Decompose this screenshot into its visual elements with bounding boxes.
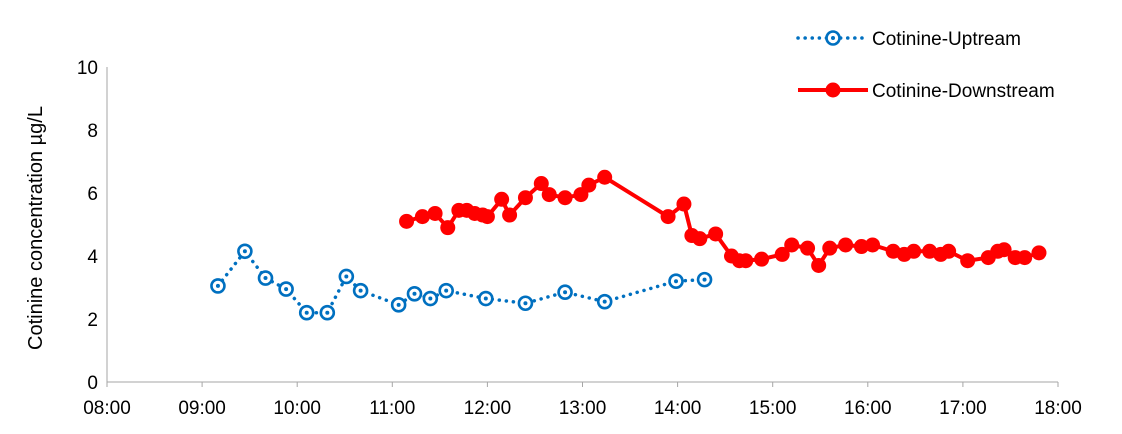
- y-tick-label: 2: [87, 310, 98, 331]
- legend-item: Cotinine-Downstream: [798, 81, 1055, 102]
- data-point: [406, 285, 423, 302]
- legend-item: Cotinine-Uptream: [796, 29, 1021, 50]
- data-point: [1017, 250, 1033, 266]
- data-point: [581, 177, 597, 193]
- data-point: [676, 196, 692, 212]
- data-point: [596, 293, 613, 310]
- x-tick-label: 17:00: [939, 398, 987, 419]
- data-point: [774, 246, 790, 262]
- data-point: [517, 190, 533, 206]
- data-point: [517, 295, 534, 312]
- data-point: [811, 257, 827, 273]
- y-tick-labels: 0 2 4 6 8 10: [77, 58, 99, 394]
- y-tick-label: 4: [87, 247, 98, 268]
- x-tick-label: 14:00: [654, 398, 702, 419]
- data-point: [557, 284, 573, 301]
- data-point: [541, 187, 557, 203]
- data-point: [692, 231, 708, 247]
- data-point: [533, 176, 549, 192]
- x-tick-label: 09:00: [178, 398, 226, 419]
- data-point: [440, 220, 456, 236]
- x-tick-label: 10:00: [273, 398, 321, 419]
- data-point: [668, 273, 684, 290]
- data-point: [502, 207, 518, 223]
- x-tick-label: 15:00: [749, 398, 797, 419]
- y-tick-label: 0: [87, 373, 98, 394]
- data-point: [853, 239, 869, 255]
- data-point: [738, 253, 754, 269]
- data-point: [696, 271, 713, 288]
- x-tick-label: 16:00: [844, 398, 892, 419]
- data-point: [414, 209, 430, 225]
- data-point: [1031, 245, 1047, 261]
- data-point: [494, 191, 510, 207]
- data-point: [390, 297, 407, 313]
- data-point: [210, 278, 226, 294]
- data-point: [427, 205, 443, 221]
- series-layer: [210, 169, 1047, 321]
- y-tick-label: 10: [77, 58, 98, 79]
- series-downstream: [399, 169, 1047, 273]
- y-tick-label: 8: [87, 121, 98, 142]
- series-upstream: [210, 243, 713, 321]
- y-axis-label: Cotinine concentration µg/L: [25, 106, 47, 350]
- data-point: [822, 240, 838, 256]
- legend-marker: [825, 30, 841, 46]
- data-point: [237, 243, 253, 260]
- legend: Cotinine-Uptream Cotinine-Downstream: [796, 29, 1055, 102]
- data-point: [319, 304, 336, 321]
- x-tick-label: 18:00: [1034, 398, 1082, 419]
- data-point: [754, 251, 770, 267]
- data-point: [298, 304, 315, 321]
- data-point: [941, 243, 957, 259]
- data-point: [478, 290, 494, 307]
- data-point: [996, 242, 1012, 258]
- data-point: [422, 290, 439, 307]
- x-tick-label: 13:00: [559, 398, 607, 419]
- data-point: [257, 270, 274, 286]
- data-point: [838, 237, 854, 253]
- data-point: [865, 237, 881, 253]
- data-point: [479, 209, 495, 225]
- data-point: [960, 253, 976, 269]
- data-point: [557, 190, 573, 206]
- data-point: [660, 209, 676, 225]
- legend-label: Cotinine-Downstream: [872, 81, 1055, 102]
- legend-label: Cotinine-Uptream: [872, 29, 1021, 50]
- data-point: [597, 169, 613, 185]
- data-point: [784, 237, 800, 253]
- y-tick-label: 6: [87, 184, 98, 205]
- data-point: [906, 243, 922, 259]
- data-point: [399, 213, 415, 229]
- data-point: [338, 268, 355, 285]
- data-point: [278, 281, 294, 297]
- x-tick-labels: 08:00 09:00 10:00 11:00 12:00 13:00 14:00 15:00…: [83, 382, 1082, 419]
- x-tick-label: 11:00: [369, 398, 415, 419]
- series-line: [216, 249, 707, 315]
- x-tick-label: 08:00: [83, 398, 131, 419]
- x-tick-label: 12:00: [464, 398, 512, 419]
- data-point: [708, 226, 724, 242]
- data-point: [438, 282, 454, 299]
- axes: [106, 67, 1058, 383]
- data-point: [800, 240, 816, 256]
- data-point: [352, 282, 369, 299]
- legend-marker: [825, 82, 841, 98]
